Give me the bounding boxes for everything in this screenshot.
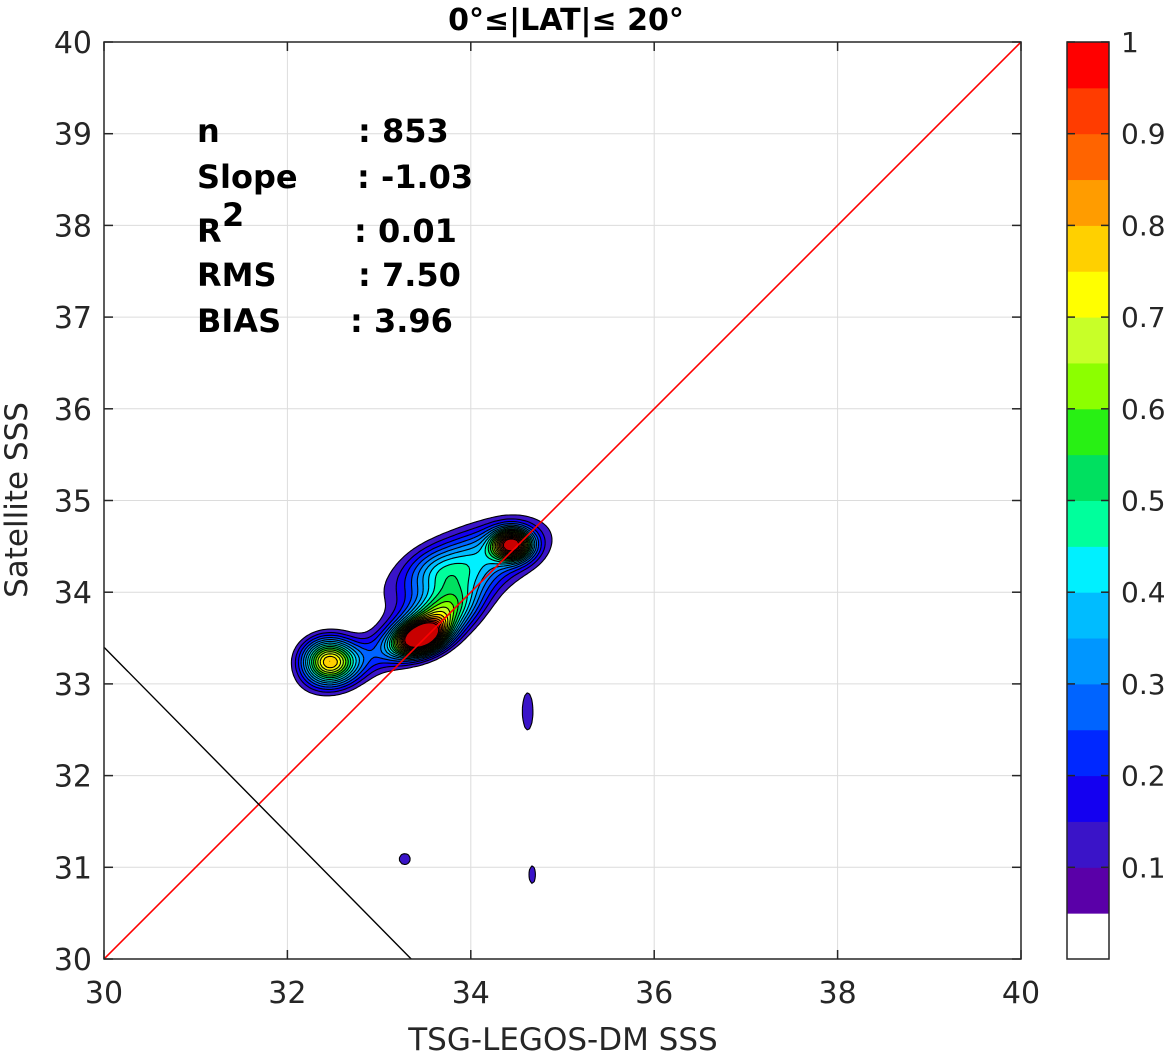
- colorbar-tick-label: 0.6: [1121, 393, 1166, 426]
- regression-line: [104, 646, 412, 959]
- colorbar: 0.1 0.2 0.3 0.4 0.5 0.6 0.7 0.8 0.9 1: [1066, 26, 1166, 960]
- stat-value: : 0.01: [354, 212, 457, 250]
- stat-label: n: [197, 112, 220, 150]
- colorbar-segment: [1067, 867, 1109, 914]
- colorbar-segment: [1067, 821, 1109, 868]
- colorbar-segment: [1067, 454, 1109, 501]
- chart-title: 0°≤|LAT|≤ 20°: [448, 3, 684, 38]
- x-tick-label: 32: [268, 976, 306, 1011]
- contour-line-level: [307, 527, 534, 682]
- stat-label: R: [197, 212, 222, 250]
- contour-line-level: [305, 525, 536, 684]
- stats-box: n : 853 Slope : -1.03 R 2 : 0.01 RMS : 7.50 BIAS:…: [197, 112, 473, 340]
- colorbar-segment: [1067, 729, 1109, 777]
- contour-line-level: [297, 520, 542, 690]
- colorbar-segment: [1067, 408, 1109, 456]
- y-tick-label: 32: [54, 760, 92, 795]
- stat-superscript: 2: [222, 196, 244, 234]
- y-tick-label: 39: [54, 118, 92, 153]
- contour-line-level: [404, 538, 520, 648]
- y-tick-label: 30: [54, 943, 92, 978]
- stat-label: RMS: [197, 256, 277, 294]
- colorbar-tick-label: 1: [1121, 26, 1139, 59]
- contour-line-level: [401, 536, 523, 650]
- colorbar-segment: [1067, 42, 1109, 89]
- y-tick-label: 40: [54, 26, 92, 61]
- contour-line-level: [322, 533, 526, 669]
- stat-label: Slope: [197, 158, 298, 196]
- one-to-one-line: [104, 42, 1021, 959]
- stat-value: : 7.50: [358, 256, 461, 294]
- colorbar-segment: [1067, 271, 1109, 318]
- y-tick-label: 34: [54, 576, 92, 611]
- colorbar-segment: [1067, 362, 1109, 410]
- y-axis-label: Satellite SSS: [0, 402, 35, 598]
- colorbar-segment: [1067, 225, 1109, 272]
- y-tick-label: 31: [54, 851, 92, 886]
- colorbar-segment: [1067, 87, 1109, 135]
- x-tick-label: 30: [85, 976, 123, 1011]
- contour-line-level: [317, 532, 528, 673]
- colorbar-segment: [1067, 179, 1109, 226]
- reference-lines: [104, 42, 1021, 959]
- colorbar-tick-label: 0.1: [1121, 851, 1166, 884]
- contour-line-level: [309, 528, 533, 680]
- colorbar-segment: [1067, 683, 1109, 731]
- contour-line-level: [290, 514, 553, 884]
- colorbar-tick-label: 0.3: [1121, 668, 1166, 701]
- contour-line-level: [313, 530, 530, 677]
- y-tick-label: 33: [54, 668, 92, 703]
- contour-line-level: [294, 518, 546, 693]
- colorbar-tick-label: 0.2: [1121, 760, 1166, 793]
- colorbar-segment: [1067, 133, 1109, 181]
- colorbar-segment: [1067, 913, 1109, 960]
- colorbar-tick-label: 0.4: [1121, 576, 1166, 609]
- axis-ticks: 30 32 34 36 38 40 30 31 32 33 34 35 36 37 38 39 40: [54, 26, 1040, 1011]
- stat-value: : 3.96: [350, 302, 453, 340]
- y-tick-label: 37: [54, 301, 92, 336]
- contour-line-level: [315, 531, 529, 675]
- contour-line-level: [402, 537, 521, 649]
- x-tick-label: 38: [819, 976, 857, 1011]
- contour-line-level: [329, 534, 525, 662]
- stat-value: : -1.03: [357, 158, 473, 196]
- colorbar-segment: [1067, 500, 1109, 547]
- x-tick-label: 40: [1002, 976, 1040, 1011]
- colorbar-segment: [1067, 775, 1109, 822]
- colorbar-segment: [1067, 546, 1109, 593]
- density-contours: [290, 514, 553, 885]
- colorbar-tick-label: 0.7: [1121, 301, 1166, 334]
- colorbar-tick-label: 0.8: [1121, 209, 1166, 242]
- colorbar-segment: [1067, 638, 1109, 685]
- y-tick-label: 38: [54, 209, 92, 244]
- contour-line-level: [311, 529, 532, 679]
- colorbar-segment: [1067, 317, 1109, 364]
- colorbar-tick-label: 0.5: [1121, 485, 1166, 518]
- contour-line-level: [302, 524, 538, 686]
- y-tick-label: 36: [54, 393, 92, 428]
- x-tick-label: 34: [452, 976, 490, 1011]
- contour-line-level: [300, 523, 540, 688]
- y-tick-label: 35: [54, 485, 92, 520]
- stat-value: : 853: [358, 112, 449, 150]
- x-axis-label: TSG-LEGOS-DM SSS: [407, 1022, 717, 1055]
- stat-label: BIAS: [197, 302, 281, 340]
- colorbar-segment: [1067, 592, 1109, 639]
- x-tick-label: 36: [635, 976, 673, 1011]
- colorbar-tick-label: 0.9: [1121, 118, 1166, 151]
